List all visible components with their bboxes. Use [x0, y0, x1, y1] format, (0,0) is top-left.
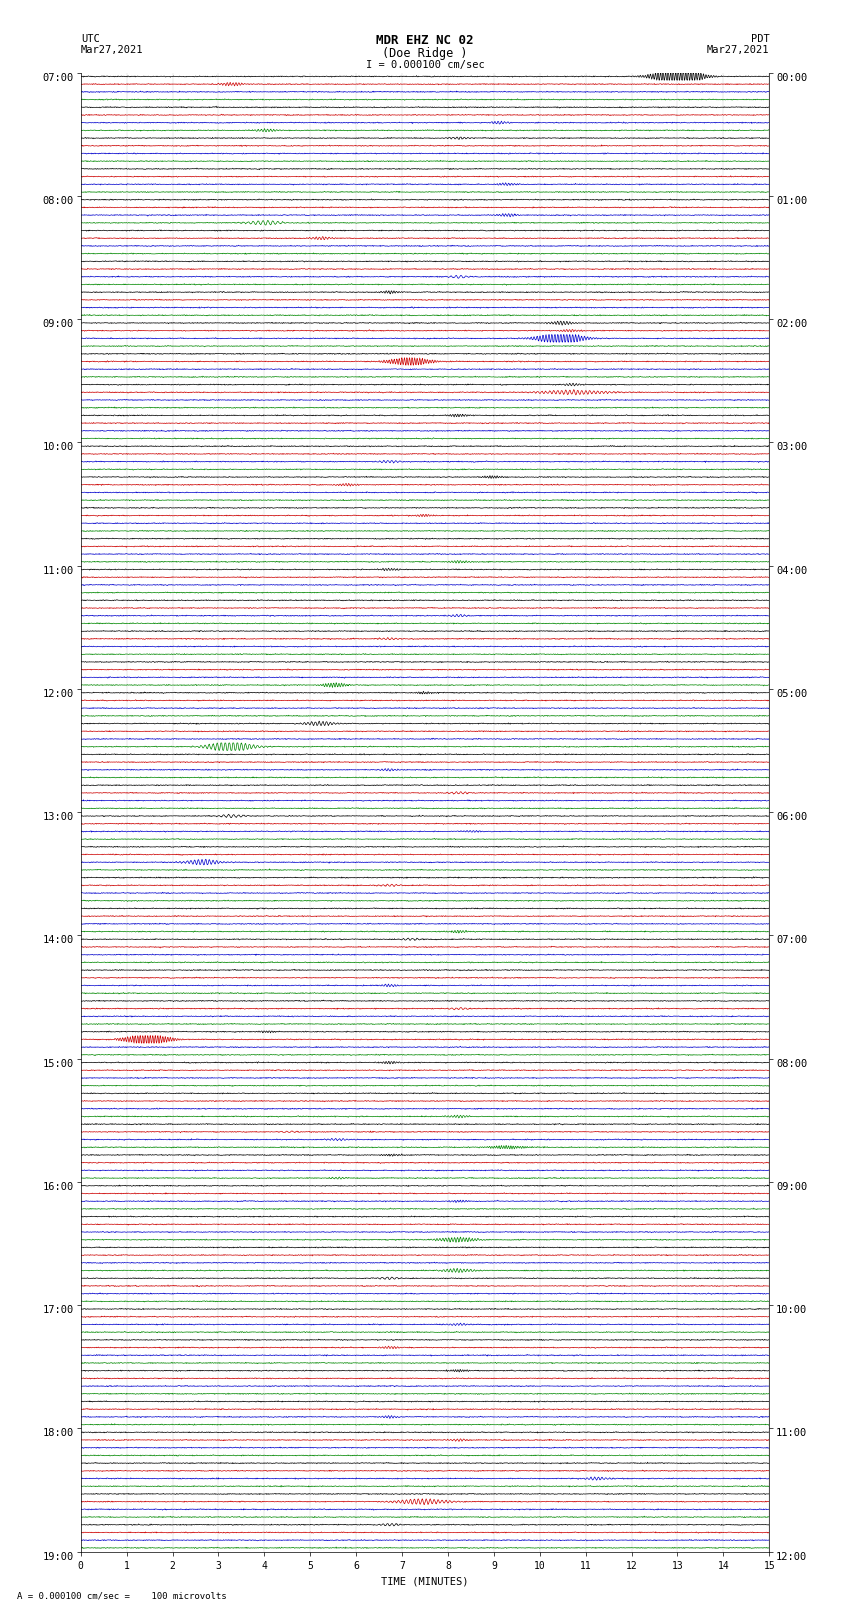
Text: I = 0.000100 cm/sec: I = 0.000100 cm/sec	[366, 60, 484, 69]
Text: Mar27,2021: Mar27,2021	[706, 45, 769, 55]
Text: MDR EHZ NC 02: MDR EHZ NC 02	[377, 34, 473, 47]
X-axis label: TIME (MINUTES): TIME (MINUTES)	[382, 1576, 468, 1586]
Text: (Doe Ridge ): (Doe Ridge )	[382, 47, 468, 60]
Text: Mar27,2021: Mar27,2021	[81, 45, 144, 55]
Text: A = 0.000100 cm/sec =    100 microvolts: A = 0.000100 cm/sec = 100 microvolts	[17, 1590, 227, 1600]
Text: UTC: UTC	[81, 34, 99, 44]
Text: PDT: PDT	[751, 34, 769, 44]
